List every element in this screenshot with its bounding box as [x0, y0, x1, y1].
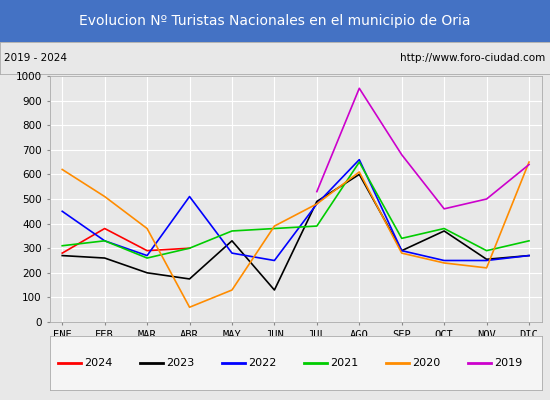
Text: http://www.foro-ciudad.com: http://www.foro-ciudad.com: [400, 53, 546, 63]
Text: Evolucion Nº Turistas Nacionales en el municipio de Oria: Evolucion Nº Turistas Nacionales en el m…: [79, 14, 471, 28]
Text: 2022: 2022: [248, 358, 277, 368]
Text: 2021: 2021: [330, 358, 359, 368]
Text: 2019 - 2024: 2019 - 2024: [4, 53, 68, 63]
Text: 2024: 2024: [84, 358, 112, 368]
Text: 2020: 2020: [412, 358, 441, 368]
Text: 2019: 2019: [494, 358, 522, 368]
Text: 2023: 2023: [166, 358, 194, 368]
